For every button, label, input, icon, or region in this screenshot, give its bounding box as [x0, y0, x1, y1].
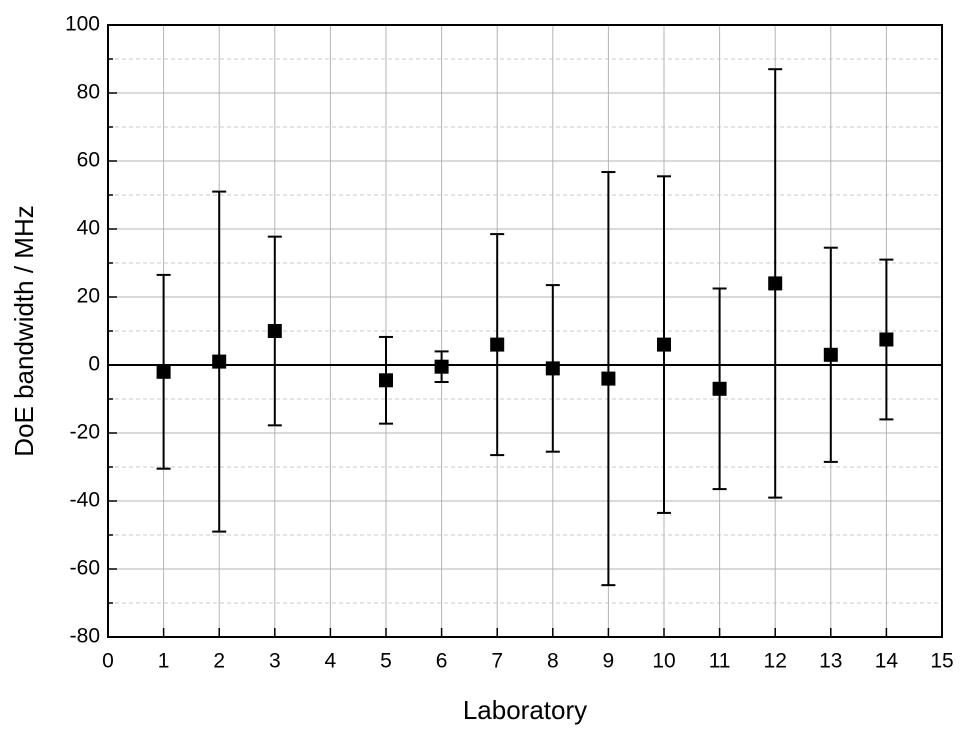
point — [379, 373, 393, 388]
point — [267, 324, 282, 338]
x-tick-label: 12 — [764, 650, 787, 673]
x-tick-label: 13 — [819, 650, 842, 673]
x-tick-label: 1 — [158, 650, 170, 673]
point — [490, 337, 505, 352]
x-tick-label: 3 — [269, 650, 281, 673]
x-tick-label: 6 — [436, 650, 448, 673]
x-tick-label: 4 — [325, 650, 337, 673]
point — [212, 354, 227, 369]
point — [601, 371, 616, 386]
point — [712, 381, 727, 396]
y-tick-label: 0 — [88, 353, 100, 376]
y-tick-label: -40 — [70, 489, 100, 512]
point — [657, 337, 671, 352]
y-tick-label: 80 — [77, 81, 100, 104]
plot-frame — [107, 24, 943, 638]
y-tick-label: -60 — [70, 557, 100, 580]
point — [768, 276, 783, 291]
x-tick-label: 0 — [102, 650, 114, 673]
point — [545, 361, 560, 376]
x-tick-label: 8 — [547, 650, 559, 673]
x-tick-label: 9 — [603, 650, 615, 673]
x-tick-label: 5 — [380, 650, 392, 673]
x-tick-label: 15 — [930, 650, 953, 673]
x-tick-label: 10 — [652, 650, 675, 673]
x-axis-title: Laboratory — [463, 695, 587, 725]
y-tick-label: -80 — [70, 625, 100, 648]
y-tick-label: 100 — [65, 13, 100, 36]
x-tick-label: 2 — [213, 650, 225, 673]
point — [823, 347, 838, 362]
point — [879, 332, 894, 347]
x-tick-label: 14 — [875, 650, 899, 673]
point — [156, 364, 171, 379]
y-tick-label: 40 — [77, 217, 100, 240]
y-tick-label: 20 — [77, 285, 100, 308]
x-tick-label: 7 — [491, 650, 503, 673]
y-tick-label: 60 — [77, 149, 100, 172]
point — [434, 359, 449, 374]
x-tick-label: 11 — [709, 650, 731, 673]
y-axis-title: DoE bandwidth / MHz — [9, 205, 39, 456]
y-tick-label: -20 — [70, 421, 100, 444]
